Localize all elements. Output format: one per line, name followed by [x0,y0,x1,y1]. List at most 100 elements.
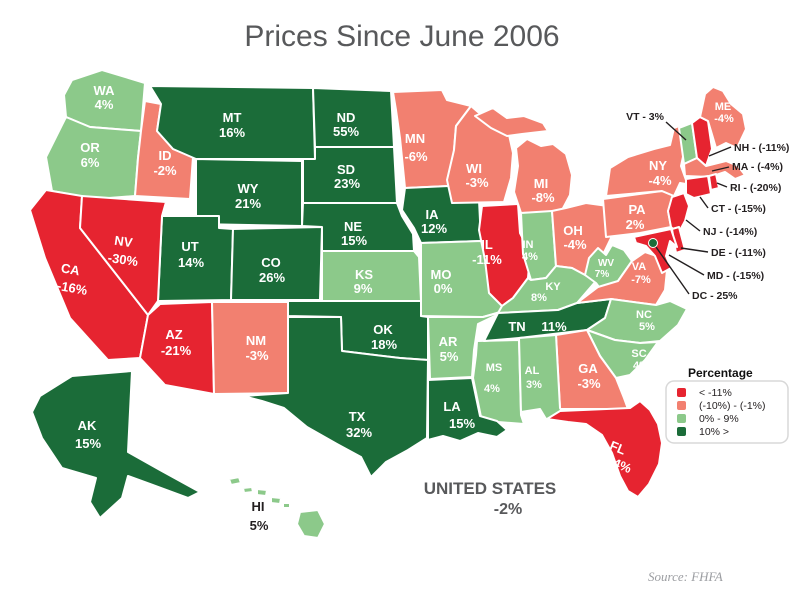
state-label-ok: OK [373,322,393,337]
state-labels: WA 4% OR 6% CA -16% NV -30% ID -2% MT 16… [56,83,734,533]
state-value-pa: 2% [626,217,645,232]
state-label-ky: KY [545,281,561,293]
state-label-tn: TN [508,319,525,334]
state-label-al: AL [525,365,540,377]
state-value-co: 26% [259,270,285,285]
state-label-wi: WI [466,161,482,176]
callout-nj: NJ - (-14%) [703,226,757,238]
state-value-ky: 8% [531,292,547,304]
callouts: VT - 3% NH - (-11%) MA - (-4%) RI - (-20… [626,111,789,302]
state-label-mt: MT [223,110,242,125]
callout-de: DE - (-11%) [711,247,766,259]
state-label-sd: SD [337,162,355,177]
legend-swatch-dark-green [677,427,686,436]
state-value-id: -2% [153,163,177,178]
state-label-wy: WY [238,181,259,196]
state-label-nc: NC [636,309,652,321]
state-va [576,251,669,306]
state-value-ia: 12% [421,221,447,236]
state-label-ca: CA [60,260,82,278]
state-label-ar: AR [439,334,458,349]
state-value-al: 3% [526,379,542,391]
state-value-ga: -3% [577,376,601,391]
state-label-wv: WV [598,258,614,269]
state-value-wy: 21% [235,196,261,211]
state-value-ne: 15% [341,233,367,248]
callout-line-nj [685,219,701,232]
us-total-label: UNITED STATES [424,479,557,498]
states-layer [29,69,747,539]
legend-item-red: < -11% [699,387,732,399]
legend-item-dark-green: 10% > [699,426,729,438]
state-label-in: IN [523,239,534,251]
state-value-ks: 9% [354,281,373,296]
state-value-mt: 16% [219,125,245,140]
us-total-value: -2% [494,501,522,518]
state-value-sd: 23% [334,176,360,191]
state-ak [31,370,201,519]
state-label-la: LA [443,399,461,414]
state-value-oh: -4% [563,237,587,252]
state-dc [648,238,658,248]
state-label-or: OR [80,140,100,155]
state-value-tx: 32% [346,425,372,440]
state-label-ms: MS [486,362,503,374]
state-tx [242,316,429,478]
callout-ma: MA - (-4%) [732,161,783,173]
state-value-nv: -30% [107,250,140,269]
chart-title: Prices Since June 2006 [244,20,559,53]
state-value-il: -11% [472,252,502,267]
state-label-il: IL [481,237,493,252]
state-value-sc: 4% [633,360,649,372]
state-label-az: AZ [165,327,182,342]
state-value-ok: 18% [371,337,397,352]
legend-item-light-green: 0% - 9% [699,413,739,425]
legend-title: Percentage [688,366,753,380]
state-label-ks: KS [355,267,373,282]
state-fl [546,400,663,498]
legend-swatch-salmon [677,401,686,410]
state-label-sc: SC [631,348,646,360]
state-value-me: -4% [714,113,734,125]
state-label-nv: NV [113,233,133,250]
state-label-id: ID [159,148,172,163]
callout-nh: NH - (-11%) [734,142,789,154]
state-value-la: 15% [449,416,475,431]
state-label-mi: MI [534,176,548,191]
state-label-ny: NY [649,158,667,173]
legend: Percentage < -11% (-10%) - (-1%) 0% - 9%… [665,366,789,444]
state-ga [555,329,629,410]
state-label-tx: TX [349,409,366,424]
legend-swatch-red [677,388,686,397]
state-value-az: -21% [161,343,192,358]
callout-ct: CT - (-15%) [711,203,766,215]
state-label-pa: PA [628,202,646,217]
state-value-mn: -6% [404,149,428,164]
state-value-mi: -8% [531,190,555,205]
state-mi [474,107,573,214]
state-value-ut: 14% [178,255,204,270]
state-label-ga: GA [578,361,598,376]
callout-dc: DC - 25% [692,290,738,302]
state-label-ak: AK [78,418,97,433]
source-note: Source: FHFA [648,569,723,584]
state-label-oh: OH [563,223,583,238]
callout-line-dc [655,246,690,295]
state-value-va: -7% [631,274,651,286]
state-hi [228,476,326,539]
state-la [427,377,508,442]
callout-vt: VT - 3% [626,111,665,123]
callout-line-ri [716,182,728,188]
state-label-co: CO [261,255,281,270]
state-value-or: 6% [81,155,100,170]
callout-line-nh [708,146,732,157]
state-ct [685,175,712,199]
callout-line-vt [665,121,687,141]
state-label-wa: WA [94,83,116,98]
state-ms [472,339,525,425]
callout-line-ma [711,166,730,172]
callout-md: MD - (-15%) [707,270,764,282]
state-value-hi: 5% [250,518,269,533]
state-label-nd: ND [337,110,356,125]
state-label-va: VA [632,261,647,273]
